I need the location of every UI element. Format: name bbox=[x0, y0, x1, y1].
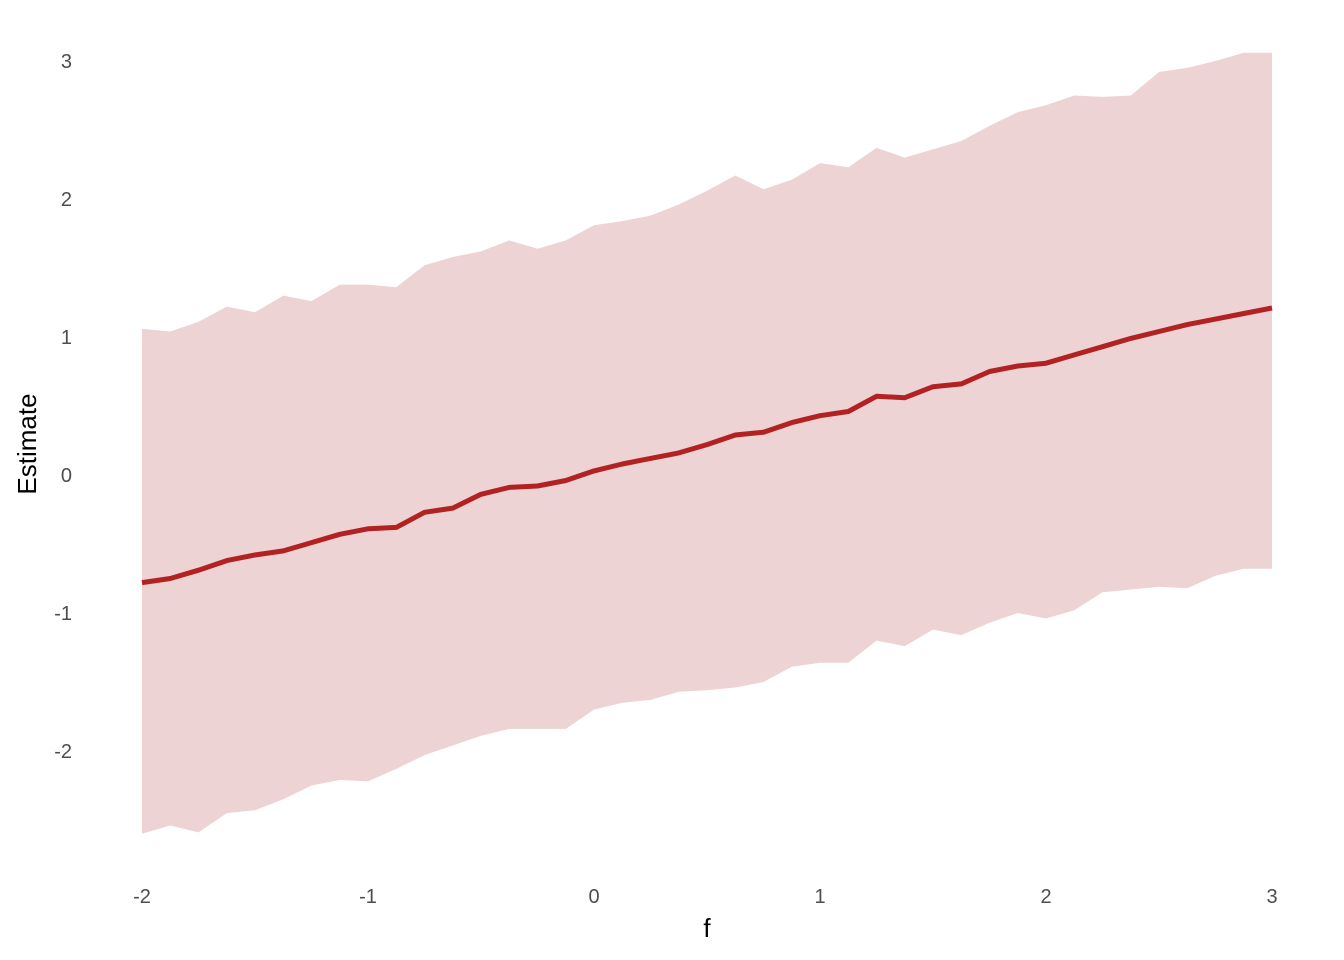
estimate-line bbox=[141, 305, 1273, 586]
plot-area bbox=[141, 52, 1273, 834]
y-tick-label: 0 bbox=[61, 465, 72, 487]
x-tick-label: 2 bbox=[1040, 886, 1051, 908]
y-axis-ticks: -2 -1 0 1 2 3 bbox=[54, 51, 72, 763]
x-tick-label: 1 bbox=[814, 886, 825, 908]
x-axis-ticks: -2 -1 0 1 2 3 bbox=[133, 886, 1277, 908]
x-axis-title: f bbox=[703, 913, 711, 943]
y-tick-label: 1 bbox=[61, 327, 72, 349]
x-tick-label: 3 bbox=[1266, 886, 1277, 908]
x-tick-label: -1 bbox=[359, 886, 377, 908]
y-tick-label: -1 bbox=[54, 603, 72, 625]
x-tick-label: 0 bbox=[588, 886, 599, 908]
x-tick-label: -2 bbox=[133, 886, 151, 908]
y-tick-label: 3 bbox=[61, 51, 72, 73]
y-tick-label: 2 bbox=[61, 189, 72, 211]
y-tick-label: -2 bbox=[54, 741, 72, 763]
y-axis-title: Estimate bbox=[12, 393, 42, 494]
